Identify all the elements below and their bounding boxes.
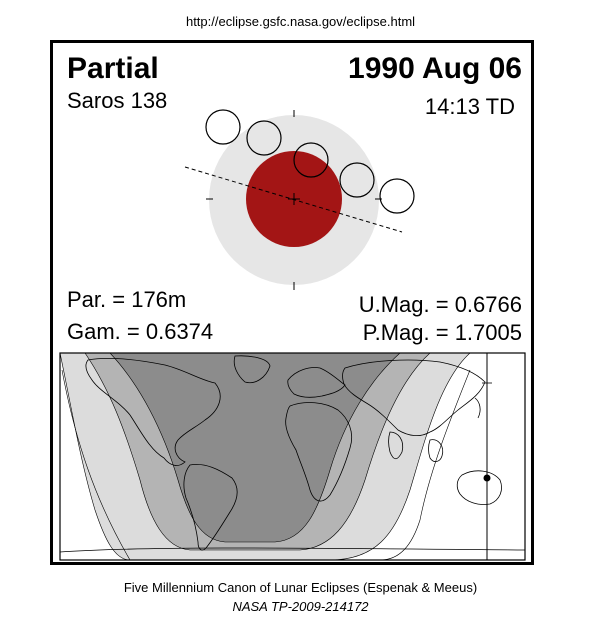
map-contact-curve-east <box>379 369 471 560</box>
saros-number: Saros 138 <box>67 88 168 113</box>
footer-credit: Five Millennium Canon of Lunar Eclipses … <box>123 580 478 595</box>
visibility-map <box>60 353 525 560</box>
asia-outline <box>342 359 486 436</box>
footer-publication: NASA TP-2009-214172 <box>232 599 369 614</box>
antarctica-outline <box>60 547 525 553</box>
map-contact-curve-west <box>61 369 131 560</box>
india-outline <box>388 431 404 460</box>
umbral-magnitude: U.Mag. = 0.6766 <box>358 292 522 317</box>
moon-position-2 <box>246 120 282 156</box>
moon-position-5 <box>379 178 415 214</box>
moon-path-line <box>184 166 403 233</box>
eclipse-time: 14:13 TD <box>424 94 515 119</box>
map-coastlines <box>60 355 525 553</box>
gamma-value: Gam. = 0.6374 <box>67 319 214 344</box>
moon-position-4 <box>339 162 375 198</box>
africa-outline <box>285 402 353 502</box>
australia-outline <box>456 470 502 505</box>
southeast-asia-outline <box>428 439 444 462</box>
eclipse-type: Partial <box>67 52 159 85</box>
source-url: http://eclipse.gsfc.nasa.gov/eclipse.htm… <box>185 14 416 29</box>
greenland-outline <box>233 355 271 384</box>
moon-path-diagram <box>184 109 415 290</box>
north-america-outline <box>85 358 221 466</box>
moon-position-3 <box>293 142 329 178</box>
europe-outline <box>287 367 346 398</box>
penumbral-magnitude: P.Mag. = 1.7005 <box>362 320 522 345</box>
map-border <box>59 352 526 561</box>
map-full-visibility <box>109 353 401 543</box>
japan-outline <box>474 397 481 419</box>
eclipse-date: 1990 Aug 06 <box>348 52 522 85</box>
partial-duration: Par. = 176m <box>67 287 187 312</box>
greatest-eclipse-marker <box>483 474 491 482</box>
moon-position-1 <box>205 109 241 145</box>
diagram-frame <box>50 40 534 565</box>
